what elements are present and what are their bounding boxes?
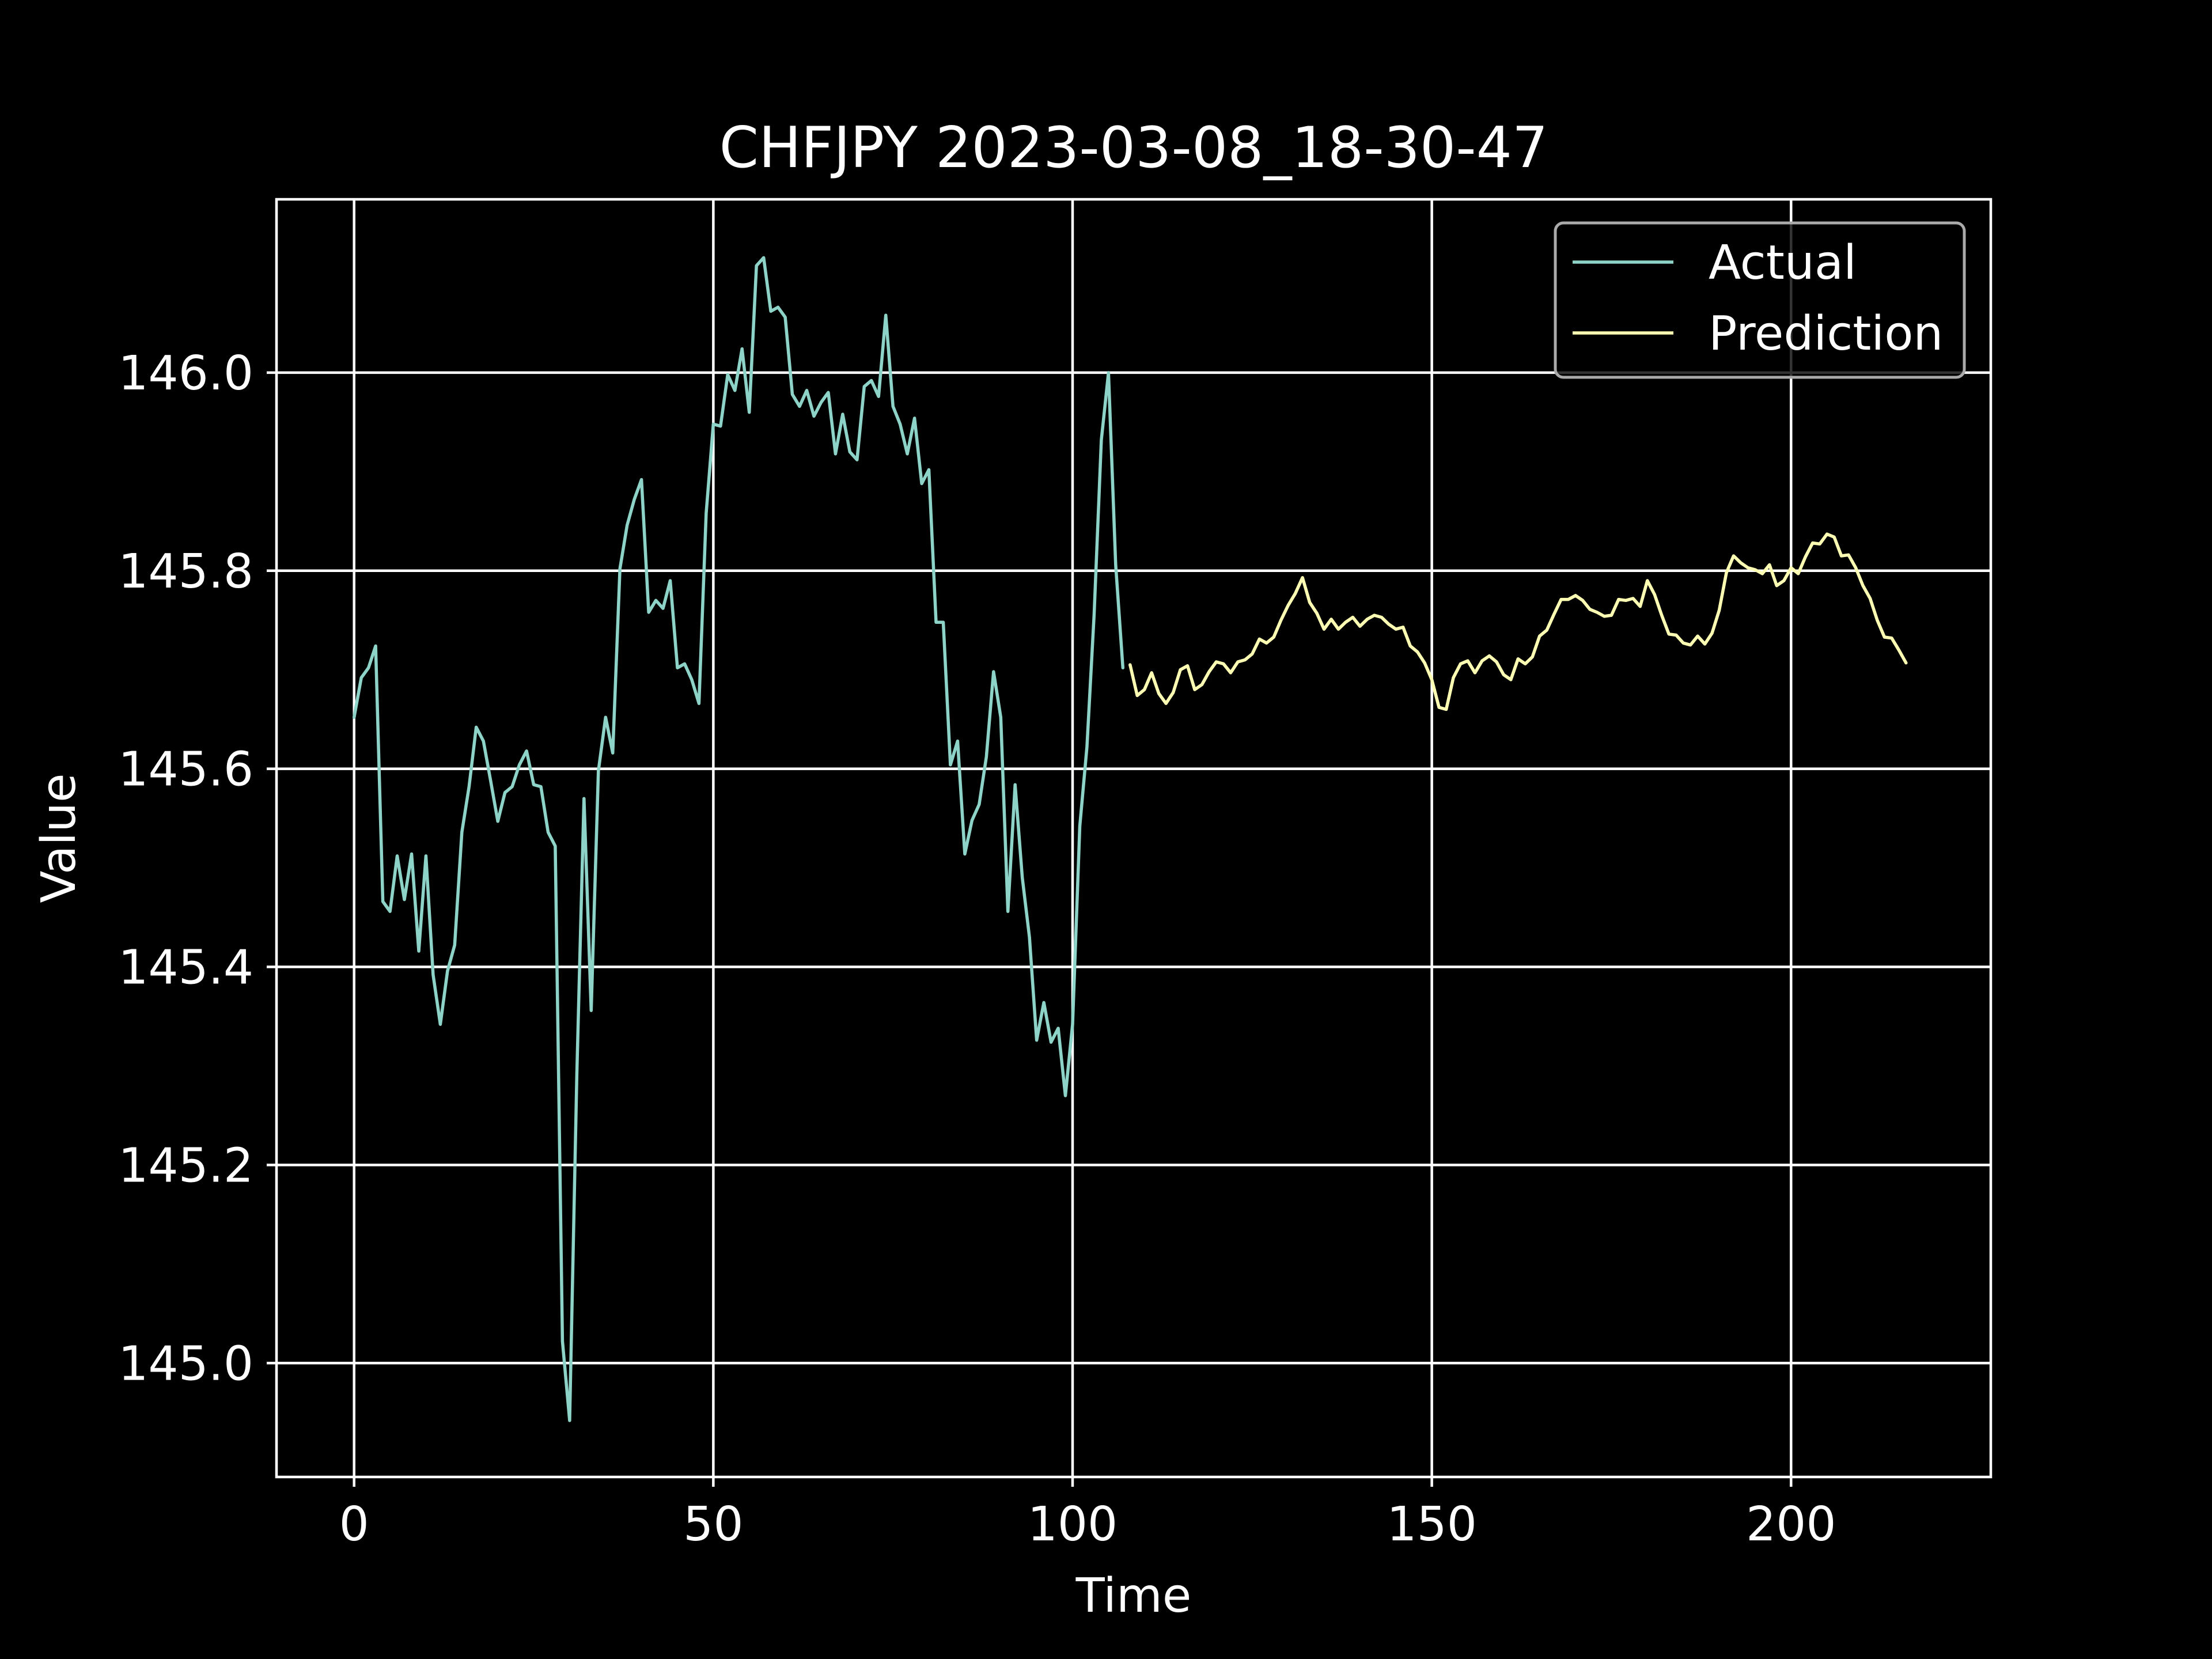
x-tick-label: 100 (1028, 1497, 1118, 1552)
y-tick-label: 145.8 (118, 544, 253, 599)
x-axis: 0 50 100 150 200 (339, 1477, 1836, 1552)
plot-frame (275, 198, 1993, 1479)
y-tick-label: 145.6 (118, 743, 253, 797)
y-tick-label: 146.0 (118, 346, 253, 401)
y-tick-label: 145.4 (118, 941, 253, 995)
series-line-prediction (1128, 532, 1908, 711)
series-line-actual (352, 256, 1125, 1422)
series-lines (352, 256, 1908, 1422)
x-tick-label: 0 (339, 1497, 369, 1552)
chart-title: CHFJPY 2023-03-08_18-30-47 (719, 115, 1548, 181)
x-tick-label: 50 (683, 1497, 743, 1552)
x-axis-label: Time (1075, 1569, 1192, 1623)
x-tick-label: 200 (1746, 1497, 1836, 1552)
legend: Actual Prediction (1554, 221, 1966, 379)
y-tick-label: 145.0 (118, 1336, 253, 1391)
legend-label-prediction: Prediction (1709, 306, 1943, 361)
y-tick-label: 145.2 (118, 1138, 253, 1193)
x-tick-label: 150 (1387, 1497, 1477, 1552)
legend-label-actual: Actual (1709, 236, 1857, 290)
y-axis-label: Value (32, 773, 86, 903)
y-axis: 145.0 145.2 145.4 145.6 145.8 146.0 (118, 346, 276, 1391)
